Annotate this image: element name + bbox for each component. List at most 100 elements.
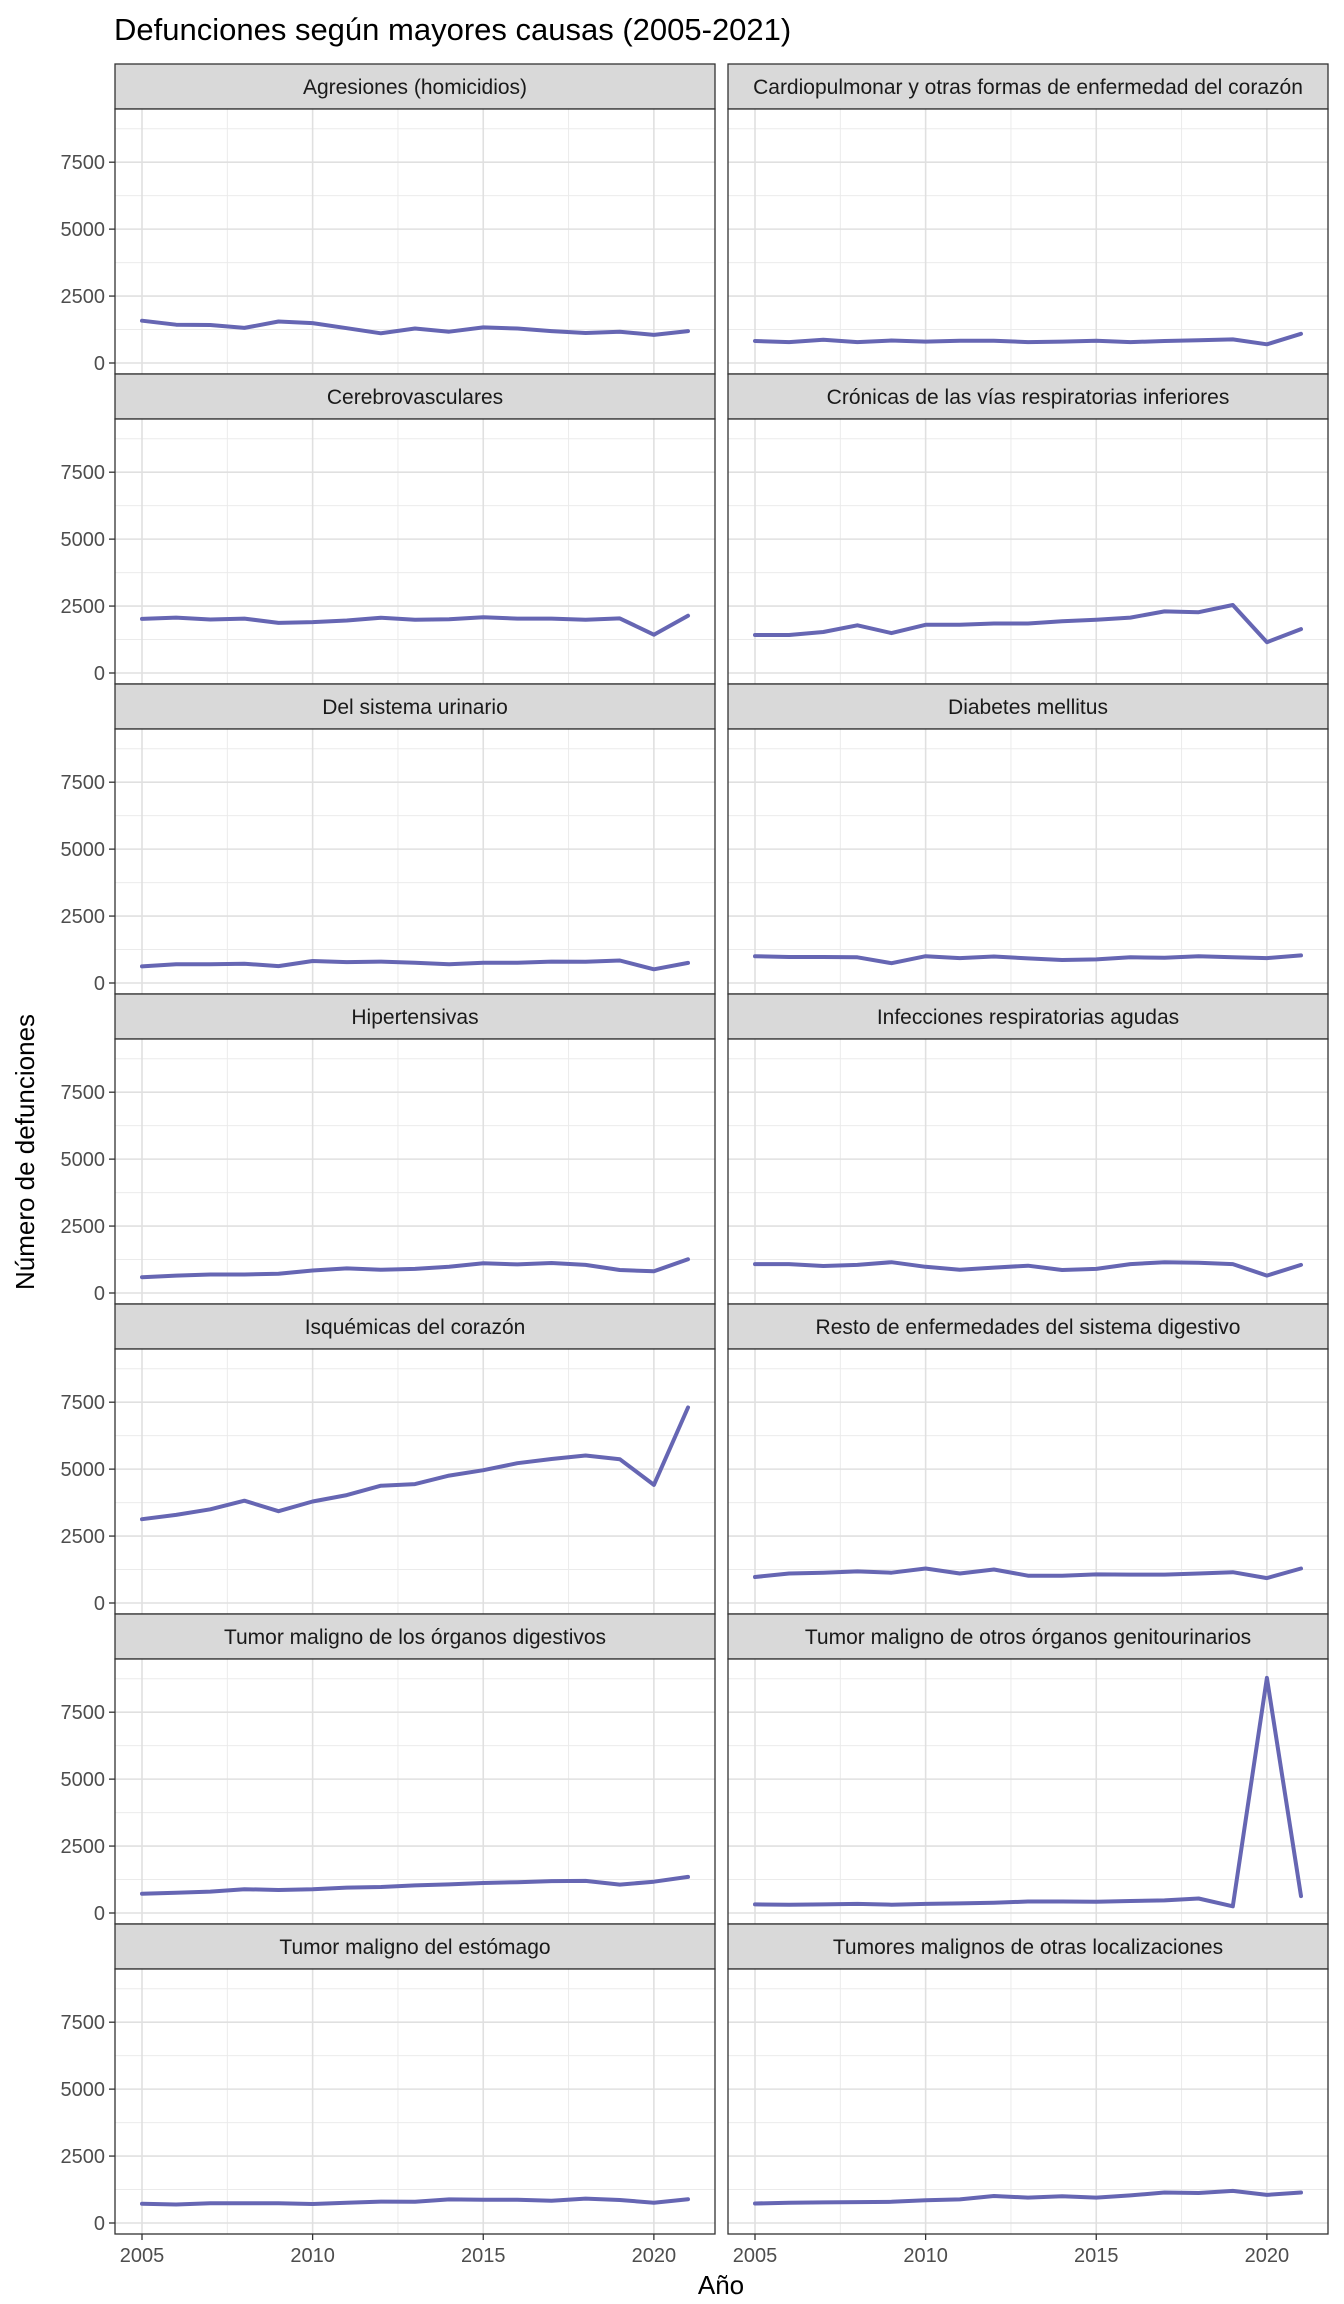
series-line	[140, 1257, 690, 1280]
series-line	[753, 1566, 1303, 1581]
facet-strip-label: Tumor maligno de los órganos digestivos	[224, 1626, 606, 1649]
facet-panel: Del sistema urinario 0 2500 5000 7500	[61, 683, 716, 995]
plot-background	[115, 419, 715, 684]
x-tick-label: 2010	[290, 2245, 335, 2267]
series-line	[753, 953, 1303, 966]
y-tick-label: 7500	[61, 152, 106, 174]
facet-strip	[727, 993, 1329, 1040]
facet-strip-label: Tumores malignos de otras localizaciones	[833, 1936, 1223, 1959]
x-tick-label: 2015	[1074, 2245, 1119, 2267]
y-tick-label: 0	[94, 1283, 105, 1305]
plot-background	[115, 1349, 715, 1614]
facet-panel: Resto de enfermedades del sistema digest…	[727, 1303, 1329, 1615]
facet-strip	[727, 63, 1329, 110]
plot-background	[115, 1039, 715, 1304]
y-tick-label: 5000	[61, 1459, 106, 1481]
y-tick-label: 2500	[61, 596, 106, 618]
series-line	[140, 1874, 690, 1896]
facet-strip	[114, 683, 716, 730]
y-tick-label: 0	[94, 353, 105, 375]
facet-strip-label: Hipertensivas	[351, 1006, 478, 1029]
y-tick-label: 0	[94, 973, 105, 995]
facet-strip-label: Agresiones (homicidios)	[303, 76, 527, 99]
plot-background	[115, 729, 715, 994]
y-tick-label: 5000	[61, 529, 106, 551]
facet-panel: Agresiones (homicidios) 0 2500 5000 7500	[61, 63, 716, 375]
facet-panel: Cerebrovasculares 0 2500 5000 7500	[61, 373, 716, 685]
facet-strip	[114, 1303, 716, 1350]
series-line	[140, 958, 690, 972]
y-tick-label: 7500	[61, 1392, 106, 1414]
plot-background	[115, 109, 715, 374]
y-tick-label: 0	[94, 1593, 105, 1615]
series-line	[140, 318, 690, 337]
plot-background	[728, 109, 1328, 374]
facet-panel: Cardiopulmonar y otras formas de enferme…	[727, 63, 1329, 375]
series-line	[753, 1260, 1303, 1278]
facet-strip-label: Crónicas de las vías respiratorias infer…	[827, 386, 1230, 409]
facet-strip	[727, 683, 1329, 730]
y-tick-label: 5000	[61, 1769, 106, 1791]
y-tick-label: 2500	[61, 1836, 106, 1858]
series-line	[140, 613, 690, 637]
x-tick-label: 2015	[461, 2245, 506, 2267]
y-tick-label: 7500	[61, 772, 106, 794]
facet-strip-label: Tumor maligno de otros órganos genitouri…	[805, 1626, 1251, 1649]
plot-background	[728, 419, 1328, 684]
facet-strip	[727, 1923, 1329, 1970]
facet-strip-label: Cardiopulmonar y otras formas de enferme…	[753, 76, 1303, 99]
x-tick-label: 2005	[120, 2245, 165, 2267]
panel-border	[114, 1968, 716, 2235]
facet-strip-label: Tumor maligno del estómago	[279, 1936, 550, 1959]
facet-panel: Tumores malignos de otras localizaciones…	[727, 1923, 1329, 2267]
facet-panel: Tumor maligno del estómago 0 2500 5000 7500 2…	[61, 1923, 716, 2267]
facet-panel: Hipertensivas 0 2500 5000 7500	[61, 993, 716, 1305]
series-line	[140, 1405, 690, 1522]
y-tick-label: 2500	[61, 906, 106, 928]
y-tick-label: 2500	[61, 1216, 106, 1238]
y-tick-label: 0	[94, 663, 105, 685]
y-tick-label: 5000	[61, 2079, 106, 2101]
facet-strip-label: Resto de enfermedades del sistema digest…	[816, 1316, 1241, 1339]
y-tick-label: 7500	[61, 1702, 106, 1724]
y-tick-label: 7500	[61, 2012, 106, 2034]
y-tick-label: 5000	[61, 1149, 106, 1171]
plot-background	[115, 1969, 715, 2234]
facet-strip-label: Isquémicas del corazón	[305, 1316, 526, 1339]
facet-panels: Agresiones (homicidios) 0 2500 5000 7500 Card…	[61, 63, 1329, 2267]
series-line	[140, 2196, 690, 2207]
plot-background	[728, 1969, 1328, 2234]
facet-strip-label: Diabetes mellitus	[948, 696, 1108, 719]
facet-panel: Diabetes mellitus	[727, 683, 1329, 995]
y-tick-label: 0	[94, 1903, 105, 1925]
chart-title: Defunciones según mayores causas (2005-2…	[114, 12, 791, 47]
y-tick-label: 5000	[61, 839, 106, 861]
y-tick-label: 2500	[61, 286, 106, 308]
facet-strip	[727, 1613, 1329, 1660]
series-line	[753, 603, 1303, 645]
series-line	[753, 2188, 1303, 2206]
series-line	[753, 1675, 1303, 1909]
y-tick-label: 7500	[61, 1082, 106, 1104]
y-tick-label: 0	[94, 2213, 105, 2235]
facet-panel: Tumor maligno de otros órganos genitouri…	[727, 1613, 1329, 1925]
y-tick-label: 2500	[61, 2146, 106, 2168]
x-tick-label: 2020	[632, 2245, 677, 2267]
facet-strip	[727, 373, 1329, 420]
y-tick-label: 5000	[61, 219, 106, 241]
x-tick-label: 2005	[733, 2245, 778, 2267]
facet-panel: Crónicas de las vías respiratorias infer…	[727, 373, 1329, 685]
facet-strip-label: Del sistema urinario	[322, 696, 508, 719]
facet-strip	[114, 1923, 716, 1970]
y-tick-label: 7500	[61, 462, 106, 484]
facet-strip-label: Infecciones respiratorias agudas	[877, 1006, 1179, 1029]
x-tick-label: 2020	[1245, 2245, 1290, 2267]
panel-border	[727, 1968, 1329, 2235]
facet-panel: Infecciones respiratorias agudas	[727, 993, 1329, 1305]
x-axis-title: Año	[698, 2270, 744, 2300]
facet-strip	[727, 1303, 1329, 1350]
facet-strip	[114, 373, 716, 420]
x-tick-label: 2010	[903, 2245, 948, 2267]
facet-strip	[114, 63, 716, 110]
